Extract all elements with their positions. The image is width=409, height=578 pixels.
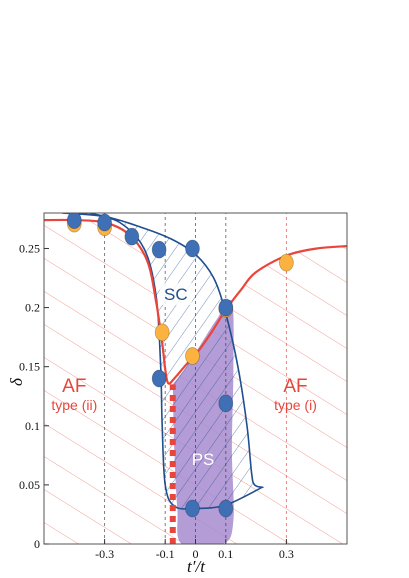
region-label-af: AF (283, 376, 307, 397)
data-point (218, 394, 234, 413)
data-point (151, 240, 167, 259)
region-label-sc: SC (164, 285, 188, 304)
region-sublabel: type (ii) (51, 397, 97, 413)
data-point (97, 213, 112, 232)
data-point (124, 227, 140, 246)
x-tick-label: -0.1 (156, 547, 175, 561)
data-point (218, 298, 234, 317)
data-point (278, 253, 294, 272)
data-point (66, 213, 82, 229)
x-tick-label: 0.1 (218, 547, 233, 561)
data-point (185, 239, 200, 258)
y-tick-label: 0.15 (19, 360, 40, 374)
sc-label-background (159, 282, 192, 305)
y-axis-title: δ (7, 377, 26, 386)
data-point (185, 499, 200, 518)
x-tick-label: 0 (193, 547, 199, 561)
x-tick-label: -0.3 (95, 547, 114, 561)
x-axis-title: t′/t (187, 557, 206, 576)
vertical-guide-lines (104, 213, 287, 544)
data-points (66, 213, 294, 518)
region-sublabel: type (i) (274, 397, 317, 413)
region-label-af: AF (62, 376, 86, 397)
y-axis-ticks: 0 0.05 0.1 0.15 0.2 0.25 (19, 241, 49, 551)
data-point (151, 369, 167, 388)
data-point (218, 499, 234, 518)
y-tick-label: 0.05 (19, 478, 40, 492)
y-tick-label: 0.2 (25, 301, 40, 315)
y-tick-label: 0.1 (25, 419, 40, 433)
x-tick-label: 0.3 (279, 547, 294, 561)
x-axis-ticks: -0.3 -0.1 0 0.1 0.3 (95, 539, 294, 561)
data-point (154, 323, 170, 342)
y-tick-label: 0 (34, 537, 40, 551)
y-tick-label: 0.25 (19, 241, 40, 255)
data-point (185, 347, 200, 365)
region-label-ps: PS (192, 450, 215, 469)
